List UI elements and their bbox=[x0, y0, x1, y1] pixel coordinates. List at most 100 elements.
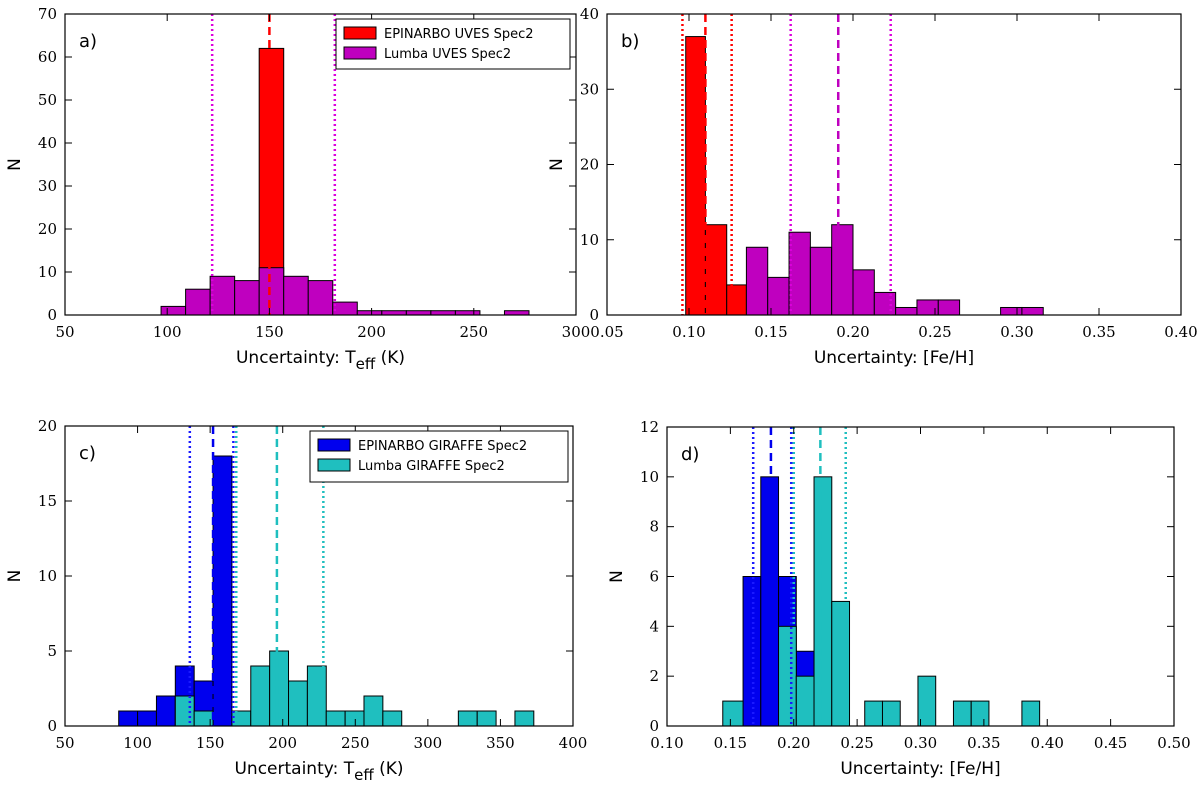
legend-entry: Lumba GIRAFFE Spec2 bbox=[358, 459, 505, 474]
y-tick-label: 40 bbox=[38, 134, 57, 152]
x-tick-label: 0.20 bbox=[836, 323, 869, 341]
bar-s1-b10 bbox=[382, 710, 403, 727]
y-tick-label: 30 bbox=[38, 177, 57, 195]
bar-s1-b13 bbox=[503, 310, 530, 316]
y-tick-label: 12 bbox=[640, 418, 659, 436]
x-tick-label: 0.45 bbox=[1094, 734, 1127, 752]
bar-s1-b3 bbox=[809, 246, 833, 316]
bar-s1-b5 bbox=[283, 275, 309, 316]
legend-swatch bbox=[343, 46, 377, 60]
y-tick-label: 30 bbox=[580, 80, 599, 98]
legend: EPINARBO GIRAFFE Spec2 Lumba GIRAFFE Spec… bbox=[309, 430, 569, 483]
bar-s1-b7 bbox=[325, 710, 346, 727]
legend-swatch bbox=[317, 458, 351, 472]
bar-s1-b8 bbox=[952, 700, 972, 727]
y-tick-label: 0 bbox=[47, 306, 57, 324]
bar-s1-b4 bbox=[269, 650, 290, 727]
y-axis-label: N bbox=[607, 570, 627, 583]
bar-s1-b5 bbox=[288, 680, 308, 727]
x-tick-label: 200 bbox=[357, 323, 386, 341]
x-tick-label: 300 bbox=[562, 323, 591, 341]
bar-s1-b12 bbox=[454, 310, 481, 316]
bar-s1-b9 bbox=[381, 310, 407, 316]
legend-swatch bbox=[343, 26, 377, 40]
x-tick-label: 0.35 bbox=[967, 734, 1000, 752]
bar-s1-b13 bbox=[514, 710, 535, 727]
y-tick-label: 10 bbox=[640, 468, 659, 486]
y-tick-label: 4 bbox=[649, 617, 659, 635]
y-tick-label: 60 bbox=[38, 48, 57, 66]
bar-s1-b10 bbox=[405, 310, 432, 316]
bar-s1-b2 bbox=[209, 275, 236, 316]
bar-s0-b1 bbox=[137, 710, 157, 727]
bar-s1-b8 bbox=[356, 310, 383, 316]
bar-s1-b11 bbox=[457, 710, 478, 727]
x-tick-label: 0.15 bbox=[754, 323, 787, 341]
bar-s1-b9 bbox=[363, 695, 384, 727]
bar-s1-b0 bbox=[174, 695, 195, 727]
x-tick-label: 350 bbox=[486, 734, 515, 752]
x-tick-label: 200 bbox=[268, 734, 297, 752]
y-axis-label: N bbox=[5, 158, 25, 171]
x-axis-label: Uncertainty: [Fe/H] bbox=[840, 759, 1000, 779]
y-tick-label: 0 bbox=[649, 717, 659, 735]
y-tick-label: 20 bbox=[580, 156, 599, 174]
bar-s1-b9 bbox=[970, 700, 990, 727]
bar-s0-b0 bbox=[742, 576, 762, 727]
x-tick-label: 50 bbox=[55, 734, 74, 752]
x-tick-label: 0.10 bbox=[650, 734, 683, 752]
x-tick-label: 150 bbox=[196, 734, 225, 752]
y-tick-label: 8 bbox=[649, 518, 659, 536]
panel-b: 0.05 0.10 0.15 0.20 0.25 0.30 0.35 0.40 0 10 20 30 4… bbox=[547, 5, 1198, 368]
y-tick-label: 6 bbox=[649, 568, 659, 586]
y-tick-label: 40 bbox=[580, 5, 599, 23]
bar-s1-b11 bbox=[430, 310, 456, 316]
bar-s1-b1 bbox=[778, 625, 797, 727]
y-tick-label: 5 bbox=[47, 642, 57, 660]
panel-c: 50 100 150 200 250 300 350 400 0 5 10 15 20 c) N Uncert… bbox=[5, 417, 587, 784]
x-tick-label: 0.30 bbox=[904, 734, 937, 752]
x-tick-label: 400 bbox=[559, 734, 588, 752]
x-tick-label: 0.05 bbox=[590, 323, 623, 341]
x-tick-label: 50 bbox=[55, 323, 74, 341]
bar-s1-b0 bbox=[745, 246, 769, 316]
bar-s0-b1 bbox=[704, 224, 728, 316]
x-tick-label: 0.25 bbox=[840, 734, 873, 752]
legend-entry: EPINARBO UVES Spec2 bbox=[384, 27, 534, 42]
bar-s0-b2 bbox=[726, 284, 747, 316]
x-axis-label: Uncertainty: Teff (K) bbox=[234, 759, 403, 784]
y-tick-label: 70 bbox=[38, 5, 57, 23]
bar-s1-b6 bbox=[881, 700, 901, 727]
legend-entry: EPINARBO GIRAFFE Spec2 bbox=[358, 439, 527, 454]
panel-label: a) bbox=[79, 31, 97, 52]
x-tick-label: 100 bbox=[123, 734, 152, 752]
x-axis-label: Uncertainty: Teff (K) bbox=[236, 348, 405, 373]
x-tick-label: 0.10 bbox=[672, 323, 705, 341]
bar-s0-b5 bbox=[212, 455, 233, 727]
bar-s1-b6 bbox=[873, 291, 897, 316]
bar-s1-b12 bbox=[476, 710, 497, 727]
x-tick-label: 250 bbox=[459, 323, 488, 341]
bar-s1-b0 bbox=[722, 700, 744, 727]
bar-s0-b2 bbox=[155, 695, 176, 727]
panel-d: 0.10 0.15 0.20 0.25 0.30 0.35 0.40 0.45 0.50 0 2 4 6… bbox=[607, 418, 1191, 779]
y-tick-label: 20 bbox=[38, 417, 57, 435]
x-tick-label: 0.30 bbox=[1000, 323, 1033, 341]
y-axis-label: N bbox=[547, 158, 567, 171]
y-tick-label: 0 bbox=[47, 717, 57, 735]
bar-s1-b4 bbox=[831, 224, 854, 316]
bar-s1-b2 bbox=[788, 231, 811, 316]
legend-swatch bbox=[317, 438, 351, 452]
bar-s1-b7 bbox=[917, 675, 937, 727]
x-tick-label: 300 bbox=[414, 734, 443, 752]
bar-s0-b0 bbox=[685, 36, 706, 316]
y-tick-label: 50 bbox=[38, 91, 57, 109]
x-tick-label: 100 bbox=[153, 323, 182, 341]
x-tick-label: 250 bbox=[341, 734, 370, 752]
bar-s1-b4 bbox=[258, 267, 285, 316]
y-axis-label: N bbox=[5, 570, 25, 583]
y-tick-label: 15 bbox=[38, 492, 57, 510]
y-tick-label: 10 bbox=[38, 567, 57, 585]
bar-s1-b0 bbox=[160, 305, 187, 316]
